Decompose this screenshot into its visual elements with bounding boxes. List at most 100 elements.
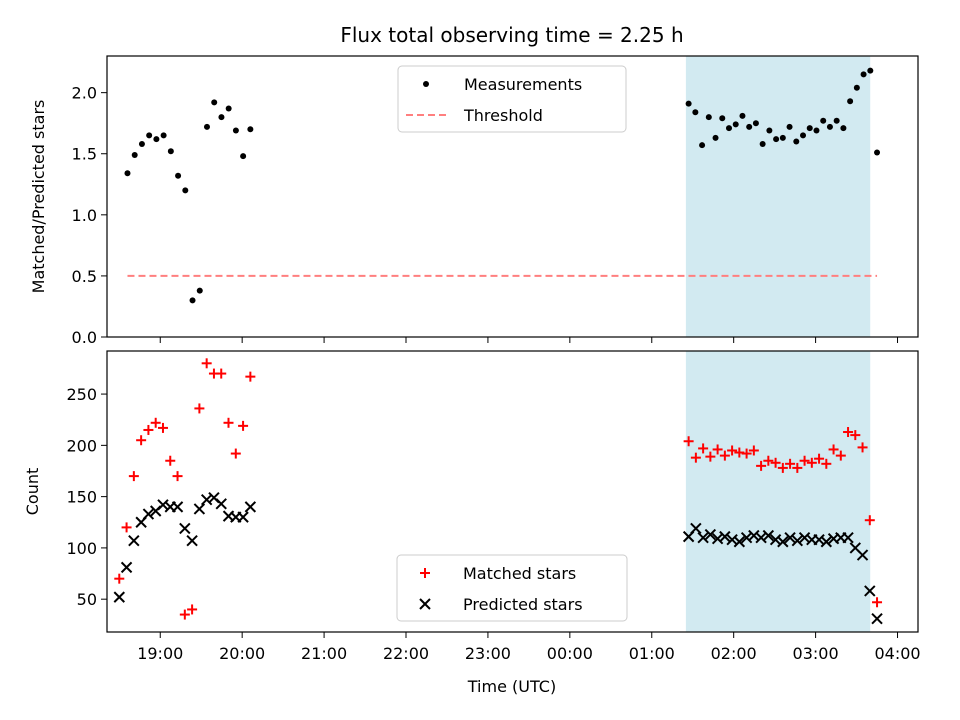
- data-point: [179, 609, 190, 620]
- data-point: [237, 511, 249, 523]
- data-point: [770, 457, 781, 468]
- y-tick-label: 1.0: [72, 206, 97, 225]
- data-point: [871, 612, 883, 625]
- data-point: [150, 417, 161, 428]
- data-point: [128, 535, 140, 547]
- data-point: [245, 371, 256, 382]
- x-tick-label: 02:00: [711, 644, 757, 663]
- data-point: [719, 530, 731, 543]
- data-point: [785, 458, 796, 469]
- legend-marker: [420, 568, 430, 578]
- legend: Matched stars Predicted stars: [396, 554, 628, 622]
- data-point: [779, 134, 786, 141]
- chart-title: Flux total observing time = 2.25 h: [340, 23, 683, 47]
- y-axis-label: Count: [23, 468, 42, 516]
- data-point: [223, 417, 234, 428]
- data-point: [833, 117, 840, 124]
- x-tick-label: 01:00: [629, 644, 675, 663]
- data-point: [218, 114, 225, 121]
- data-point: [840, 125, 847, 132]
- data-point: [240, 153, 247, 160]
- data-point: [157, 499, 169, 511]
- data-point: [705, 451, 716, 462]
- legend: Measurements Threshold: [397, 65, 627, 133]
- data-point: [165, 455, 176, 466]
- data-point: [216, 368, 227, 379]
- axes-frame: [106, 55, 919, 338]
- data-point: [193, 503, 206, 515]
- data-point: [828, 444, 839, 455]
- data-point: [230, 448, 241, 459]
- series-predicted-stars: [113, 491, 883, 625]
- y-tick-label: 0.0: [72, 328, 97, 347]
- data-point: [179, 522, 191, 535]
- y-axis-label: Matched/Predicted stars: [29, 100, 48, 294]
- data-point: [719, 450, 730, 461]
- data-point: [856, 549, 869, 561]
- data-point: [860, 71, 867, 78]
- data-point: [864, 585, 876, 597]
- data-point: [143, 424, 154, 435]
- data-point: [874, 149, 881, 156]
- data-point: [814, 453, 825, 464]
- x-tick-label: 19:00: [137, 644, 183, 663]
- legend-label: Predicted stars: [463, 595, 583, 614]
- data-point: [773, 136, 780, 143]
- data-point: [146, 132, 153, 139]
- x-tick-label: 21:00: [301, 644, 347, 663]
- x-tick-label: 00:00: [547, 644, 593, 663]
- data-point: [172, 471, 183, 482]
- data-point: [784, 531, 796, 544]
- data-point: [131, 151, 138, 158]
- data-point: [726, 533, 738, 546]
- data-point: [850, 430, 861, 441]
- legend-label: Threshold: [463, 106, 543, 125]
- data-point: [867, 67, 874, 74]
- data-point: [755, 531, 767, 544]
- data-point: [733, 536, 746, 548]
- data-point: [799, 455, 810, 466]
- data-point: [746, 123, 753, 130]
- data-point: [800, 132, 807, 139]
- data-point: [698, 443, 709, 454]
- data-point: [120, 561, 133, 574]
- legend-marker: [423, 81, 429, 87]
- data-point: [820, 117, 827, 124]
- legend-label: Matched stars: [463, 564, 576, 583]
- data-point: [215, 498, 227, 510]
- data-point: [153, 136, 160, 143]
- data-point: [194, 403, 205, 414]
- data-point: [187, 604, 198, 615]
- data-point: [786, 123, 793, 130]
- data-point: [113, 591, 125, 603]
- data-point: [211, 99, 218, 106]
- legend-box: [397, 65, 627, 133]
- data-point: [167, 148, 174, 155]
- data-point: [793, 138, 800, 145]
- data-point: [697, 531, 709, 544]
- data-point: [741, 448, 752, 459]
- data-point: [766, 127, 773, 134]
- data-point: [238, 420, 249, 431]
- data-point: [748, 529, 760, 542]
- data-point: [813, 533, 825, 546]
- data-point: [690, 452, 701, 463]
- data-point: [157, 422, 168, 433]
- data-point: [200, 493, 213, 506]
- data-point: [726, 125, 733, 132]
- data-point: [872, 597, 883, 608]
- data-point: [752, 120, 759, 127]
- count-panel: 50 100 150 200 250 Count 19:00 20:00 21:00 22:00 2…: [23, 350, 921, 663]
- data-point: [821, 458, 832, 469]
- data-point: [160, 132, 167, 139]
- data-point: [820, 536, 833, 548]
- data-point: [843, 427, 854, 438]
- data-point: [114, 573, 125, 584]
- data-point: [201, 358, 212, 369]
- data-point: [196, 287, 203, 294]
- data-point: [777, 462, 788, 473]
- y-tick-label: 150: [66, 488, 97, 507]
- data-point: [756, 460, 767, 471]
- data-point: [711, 532, 724, 545]
